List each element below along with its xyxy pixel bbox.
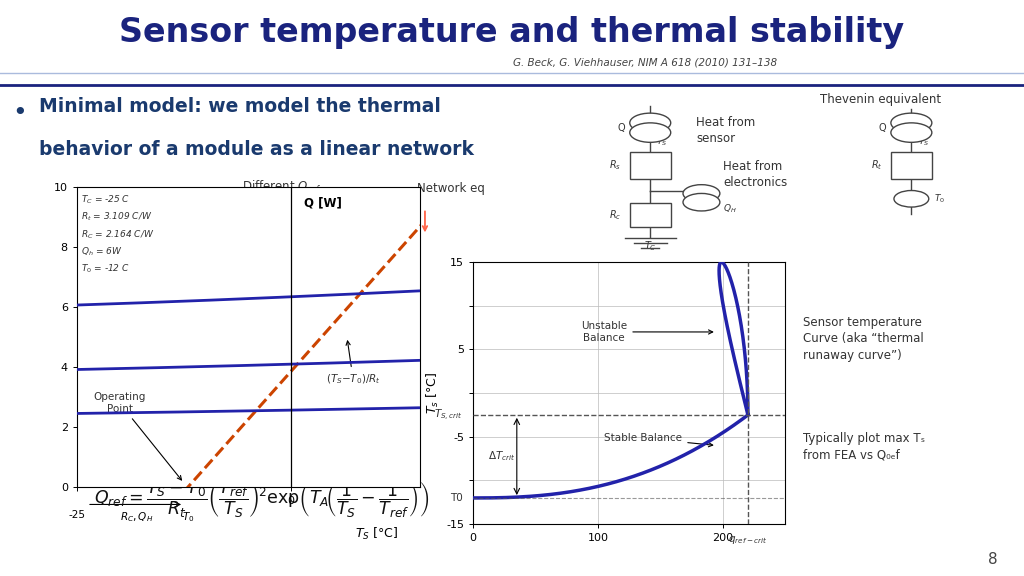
Text: behavior of a module as a linear network: behavior of a module as a linear network — [39, 141, 474, 160]
Circle shape — [891, 123, 932, 142]
Y-axis label: $T_s$ [°C]: $T_s$ [°C] — [424, 372, 440, 414]
Text: $R_C, Q_H$: $R_C, Q_H$ — [120, 510, 154, 524]
Text: $Q_{ref} = \dfrac{T_S - T_0}{R_t}\left(\dfrac{T_{ref}}{T_S}\right)^{\!2}\exp\!\l: $Q_{ref} = \dfrac{T_S - T_0}{R_t}\left(\… — [93, 479, 429, 520]
Circle shape — [630, 113, 671, 132]
Text: Q [W]: Q [W] — [304, 196, 342, 209]
FancyBboxPatch shape — [630, 152, 671, 179]
Text: G. Beck, G. Viehhauser, NIM A 618 (2010) 131–138: G. Beck, G. Viehhauser, NIM A 618 (2010)… — [513, 58, 777, 67]
Text: Thevenin equivalent: Thevenin equivalent — [820, 93, 941, 107]
Text: $R_t$: $R_t$ — [871, 158, 883, 172]
Text: $T_{S,crit}$: $T_{S,crit}$ — [434, 407, 463, 423]
Text: $(T_S$$-T_0)/R_t$: $(T_S$$-T_0)/R_t$ — [326, 341, 381, 386]
Text: 8: 8 — [988, 552, 997, 567]
Text: Heat from
electronics: Heat from electronics — [723, 160, 787, 189]
FancyBboxPatch shape — [891, 152, 932, 179]
Text: Q: Q — [617, 123, 625, 132]
Text: Unstable
Balance: Unstable Balance — [582, 321, 713, 343]
Text: Typically plot max Tₛ
from FEA vs Q₀ₑf: Typically plot max Tₛ from FEA vs Q₀ₑf — [803, 433, 925, 462]
Text: Operating
Point: Operating Point — [93, 392, 181, 480]
Text: $T_C$: $T_C$ — [644, 240, 656, 253]
Text: $T_0$: $T_0$ — [934, 192, 945, 205]
Circle shape — [630, 123, 671, 142]
Text: •: • — [12, 101, 27, 126]
Text: Heat from
sensor: Heat from sensor — [696, 116, 756, 145]
Text: Network eq: Network eq — [417, 183, 484, 195]
Text: $T_0$: $T_0$ — [182, 510, 195, 524]
Text: $T_C$ = -25 C
$R_t$ = 3.109 C/W
$R_C$ = 2.164 C/W
$Q_h$ = 6W
$T_0$ = -12 C: $T_C$ = -25 C $R_t$ = 3.109 C/W $R_C$ = … — [81, 193, 155, 275]
Text: Different $Q_{ref}$: Different $Q_{ref}$ — [242, 179, 322, 195]
Text: Sensor temperature and thermal stability: Sensor temperature and thermal stability — [120, 16, 904, 49]
Text: $\Delta T_{crit}$: $\Delta T_{crit}$ — [488, 449, 515, 463]
Text: T0: T0 — [451, 493, 463, 503]
Circle shape — [683, 185, 720, 202]
Text: $T_S$: $T_S$ — [918, 135, 929, 148]
Text: Stable Balance: Stable Balance — [604, 433, 713, 447]
Text: $R_c$: $R_c$ — [609, 209, 622, 222]
Text: $q_{ref-crit}$: $q_{ref-crit}$ — [728, 533, 768, 545]
Text: $Q_H$: $Q_H$ — [723, 203, 736, 215]
Circle shape — [683, 194, 720, 211]
Circle shape — [891, 113, 932, 132]
Text: Minimal model: we model the thermal: Minimal model: we model the thermal — [39, 97, 440, 116]
Text: $T_S$ [°C]: $T_S$ [°C] — [355, 526, 398, 542]
Text: $R_s$: $R_s$ — [609, 158, 622, 172]
Text: Q: Q — [879, 123, 886, 132]
Text: Sensor temperature
Curve (aka “thermal
runaway curve”): Sensor temperature Curve (aka “thermal r… — [803, 316, 924, 362]
Circle shape — [894, 191, 929, 207]
Text: -25: -25 — [69, 510, 85, 520]
Text: $T_S$: $T_S$ — [656, 135, 668, 148]
FancyBboxPatch shape — [630, 203, 671, 228]
